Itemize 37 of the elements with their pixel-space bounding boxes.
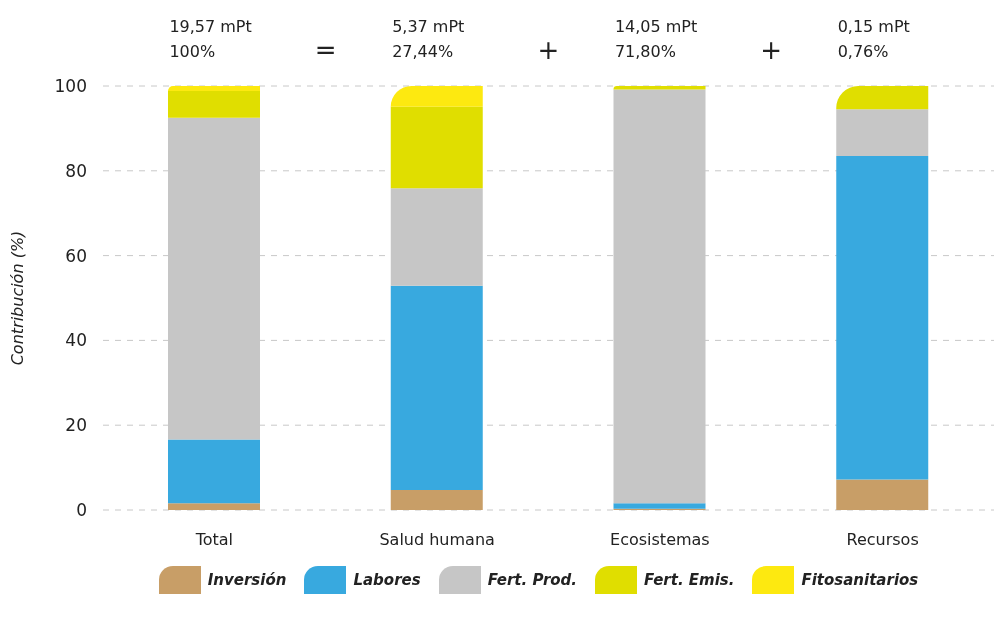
legend-label: Fert. Emis. [644,571,735,589]
y-tick-label: 80 [65,160,87,181]
bar [168,503,260,510]
x-tick-label: Ecosistemas [610,530,710,550]
text: 5,37 mPt 27,44% [392,16,466,63]
legend-label: Labores [353,571,421,589]
bar [168,86,260,92]
bar [168,91,260,118]
text: + [536,35,561,65]
bar [390,86,483,107]
text: + [759,35,784,65]
text: 14,05 mPt 71,80% [614,16,699,63]
text: = [313,35,338,65]
y-tick-label: 100 [54,76,87,97]
legend-label: Inversión [207,571,287,589]
x-tick-label: Salud humana [379,530,495,550]
bar [390,188,483,286]
bar [390,106,483,189]
y-tick-label: 60 [65,245,87,266]
text: 19,57 mPt 100% [169,16,253,63]
bar [390,285,483,491]
x-tick-label: Total [194,530,234,550]
bar [390,490,483,510]
bar [168,439,260,504]
legend-label: Fitosanitarios [801,571,919,589]
legend-label: Fert. Prod. [487,571,578,589]
bar [836,86,929,110]
bar [836,155,929,480]
bar [613,503,706,509]
y-tick-label: 20 [65,415,87,436]
text: 0,15 mPt 0,76% [837,16,911,63]
bar [836,479,929,510]
bar [836,109,929,156]
x-tick-label: Recursos [846,530,919,550]
y-tick-label: 0 [76,500,87,521]
y-axis-title: Contribución (%) [7,230,27,366]
y-tick-label: 40 [65,330,87,351]
